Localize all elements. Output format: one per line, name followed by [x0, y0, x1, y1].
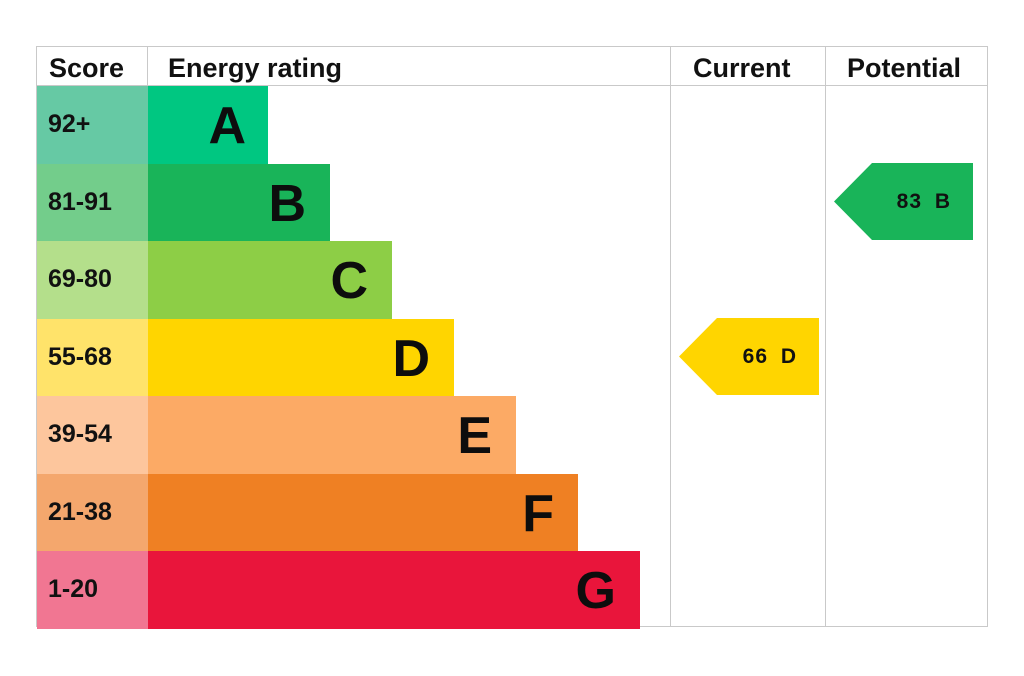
rating-bar-f: F [148, 473, 578, 551]
rating-bar-b: B [148, 163, 330, 241]
band-letter: E [457, 407, 492, 465]
score-cell: 92+ [37, 86, 148, 164]
score-cell: 81-91 [37, 163, 148, 241]
potential-rating-label: 83 B [896, 190, 951, 213]
band-letter: A [208, 97, 246, 155]
rating-bar-e: E [148, 396, 516, 474]
band-letter: G [575, 562, 616, 620]
header-score: Score [49, 53, 125, 83]
current-rating-label: 66 D [742, 345, 797, 368]
header-energy-rating: Energy rating [168, 53, 343, 83]
score-column-divider [147, 47, 148, 86]
rating-bar-d: D [148, 318, 454, 396]
potential-column-divider [825, 47, 826, 626]
header-potential: Potential [847, 53, 962, 83]
current-column-divider [670, 47, 671, 626]
band-letter: C [330, 252, 368, 310]
score-cell: 69-80 [37, 241, 148, 319]
score-cell: 21-38 [37, 473, 148, 551]
band-letter: B [268, 174, 306, 233]
score-cell: 55-68 [37, 318, 148, 396]
band-letter: D [392, 329, 430, 388]
current-rating-arrow: 66 D [679, 318, 819, 395]
header-current: Current [693, 53, 791, 83]
epc-chart: Score Energy rating Current Potential 92… [36, 46, 988, 629]
arrow-shape-icon [834, 163, 973, 240]
band-letter: F [522, 484, 554, 543]
score-cell: 39-54 [37, 396, 148, 474]
potential-rating-arrow: 83 B [834, 163, 973, 240]
score-cell: 1-20 [37, 551, 148, 629]
rating-bar-a: A [148, 86, 268, 164]
header-divider [37, 85, 987, 86]
rating-bar-c: C [148, 241, 392, 319]
rating-bar-g: G [148, 551, 640, 629]
arrow-shape-icon [679, 318, 819, 395]
